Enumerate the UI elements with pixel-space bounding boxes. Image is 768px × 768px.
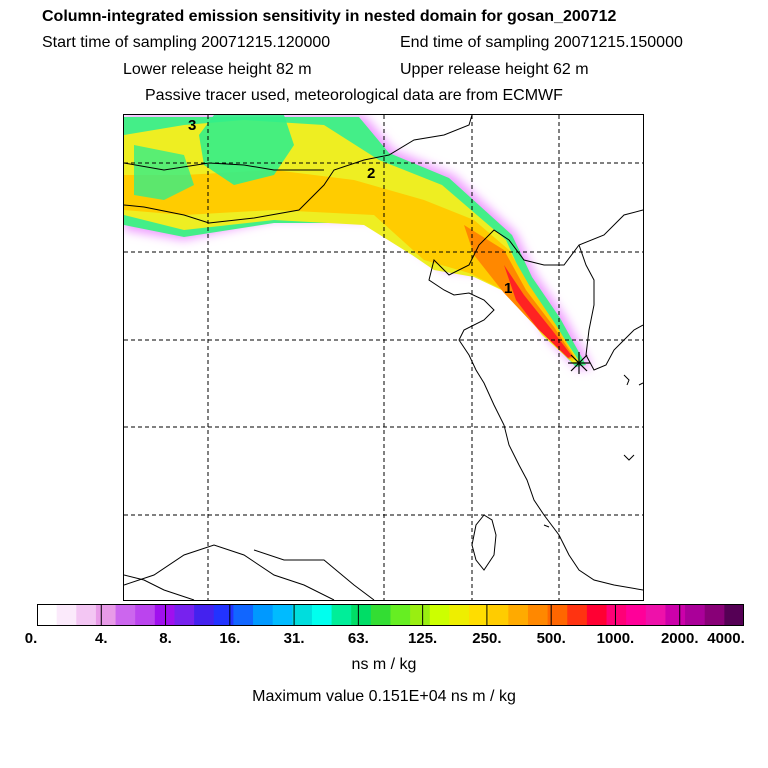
lower-height: Lower release height 82 m	[123, 61, 312, 78]
colorbar-swatch	[685, 604, 706, 626]
colorbar-tick-label: 31.	[283, 630, 305, 647]
map-panel: 3 2 1	[123, 114, 644, 601]
colorbar-swatch	[213, 604, 234, 626]
colorbar-swatch	[704, 604, 725, 626]
colorbar-swatch	[370, 604, 391, 626]
colorbar-swatch	[390, 604, 411, 626]
start-time: Start time of sampling 20071215.120000	[42, 34, 331, 51]
colorbar-swatch	[567, 604, 588, 626]
tracer-note: Passive tracer used, meteorological data…	[145, 87, 563, 104]
colorbar-tick-label: 16.	[219, 630, 241, 647]
plume	[124, 115, 592, 370]
colorbar-swatch	[311, 604, 333, 626]
day-marker-3: 3	[188, 117, 196, 134]
colorbar-swatch	[626, 604, 647, 626]
colorbar-swatch	[233, 604, 254, 626]
colorbar-swatch	[665, 604, 686, 626]
colorbar-unit: ns m / kg	[351, 656, 417, 673]
colorbar-swatch	[429, 604, 450, 626]
colorbar-tick-label: 250.	[472, 630, 502, 647]
upper-height: Upper release height 62 m	[400, 61, 589, 78]
colorbar-swatch	[135, 604, 156, 626]
colorbar-tick-label: 63.	[347, 630, 369, 647]
release-star-icon	[568, 352, 590, 374]
colorbar-swatch	[351, 604, 372, 626]
colorbar-tick-label: 125.	[408, 630, 438, 647]
colorbar-swatch	[724, 604, 744, 626]
colorbar-tick-label: 8.	[159, 630, 172, 647]
colorbar-swatch	[76, 604, 97, 626]
colorbar-swatch	[606, 604, 627, 626]
colorbar-swatch	[154, 604, 175, 626]
colorbar	[37, 604, 744, 626]
plume-red	[504, 265, 572, 358]
colorbar-tick-label: 4.	[95, 630, 108, 647]
day-marker-1: 1	[504, 280, 512, 297]
colorbar-swatch	[292, 604, 313, 626]
plume-core	[124, 170, 576, 361]
colorbar-swatch	[56, 604, 77, 626]
colorbar-swatch	[469, 604, 490, 626]
maximum-value: Maximum value 0.151E+04 ns m / kg	[252, 688, 516, 705]
colorbar-swatch	[488, 604, 509, 626]
colorbar-swatch	[253, 604, 274, 626]
end-time: End time of sampling 20071215.150000	[400, 34, 683, 51]
colorbar-swatch	[547, 604, 568, 626]
plume-green-patch-2	[134, 145, 194, 200]
colorbar-swatch	[331, 604, 352, 626]
colorbar-tick-label: 4000.	[707, 630, 745, 647]
colorbar-border	[37, 604, 744, 626]
colorbar-swatch	[194, 604, 215, 626]
colorbar-swatch	[272, 604, 293, 626]
colorbar-swatch	[508, 604, 529, 626]
colorbar-swatch	[95, 604, 117, 626]
coastlines	[124, 115, 643, 600]
colorbar-swatch	[37, 604, 58, 626]
colorbar-swatch	[449, 604, 470, 626]
colorbar-swatch	[115, 604, 136, 626]
colorbar-swatch	[527, 604, 549, 626]
colorbar-tick-label: 1000.	[596, 630, 635, 647]
plot-title: Column-integrated emission sensitivity i…	[42, 8, 617, 25]
plume-green-patch	[199, 115, 294, 185]
colorbar-tick-label: 2000.	[660, 630, 699, 647]
colorbar-tick-label: 500.	[536, 630, 566, 647]
colorbar-swatch	[586, 604, 608, 626]
colorbar-swatch	[174, 604, 195, 626]
day-marker-2: 2	[367, 165, 375, 182]
colorbar-swatch	[410, 604, 431, 626]
map-canvas: 3 2 1	[124, 115, 643, 600]
colorbar-tick-label: 0.	[24, 630, 38, 647]
colorbar-swatch	[645, 604, 666, 626]
